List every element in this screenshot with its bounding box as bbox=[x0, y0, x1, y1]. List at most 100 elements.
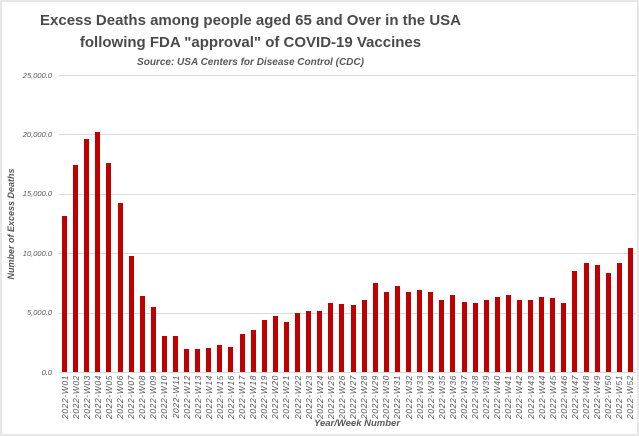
x-axis-tick-label: 2022-W45 bbox=[547, 375, 558, 420]
bar-2022-W27 bbox=[350, 305, 356, 372]
x-axis-tick-label: 2022-W48 bbox=[581, 375, 592, 420]
bar-2022-W14 bbox=[206, 348, 212, 372]
x-axis-tick-label: 2022-W12 bbox=[181, 375, 192, 420]
bar-2022-W16 bbox=[228, 347, 234, 372]
x-axis-tick-label: 2022-W03 bbox=[81, 375, 92, 420]
x-axis-tick-label: 2022-W26 bbox=[336, 375, 347, 420]
x-axis-tick-label: 2022-W21 bbox=[281, 375, 292, 420]
x-axis-tick-label: 2022-W30 bbox=[381, 375, 392, 420]
bar-2022-W18 bbox=[250, 330, 256, 372]
x-axis-tick-label: 2022-W02 bbox=[70, 375, 81, 420]
x-axis-tick-label: 2022-W38 bbox=[470, 375, 481, 420]
bar-2022-W46 bbox=[561, 303, 567, 372]
bar-2022-W02 bbox=[73, 165, 79, 372]
x-axis-tick-label: 2022-W46 bbox=[558, 375, 569, 420]
x-axis-title: Year/Week Number bbox=[313, 418, 401, 429]
bar-2022-W40 bbox=[494, 297, 500, 372]
x-axis-tick-label: 2022-W50 bbox=[603, 375, 614, 420]
x-axis-tick-label: 2022-W22 bbox=[292, 375, 303, 420]
bar-2022-W30 bbox=[383, 292, 389, 372]
bar-2022-W03 bbox=[84, 139, 90, 372]
x-axis-tick-label: 2022-W32 bbox=[403, 375, 414, 420]
bar-2022-W38 bbox=[472, 303, 478, 372]
x-axis-tick-label: 2022-W29 bbox=[370, 375, 381, 420]
bar-2022-W22 bbox=[295, 312, 301, 372]
bar-2022-W42 bbox=[516, 299, 522, 372]
bar-2022-W35 bbox=[439, 299, 445, 372]
bar-2022-W32 bbox=[406, 292, 412, 372]
x-axis-tick-label: 2022-W35 bbox=[436, 375, 447, 420]
gridline-25000 bbox=[59, 75, 636, 76]
x-axis-tick-label: 2022-W36 bbox=[447, 375, 458, 420]
x-axis-tick-label: 2022-W42 bbox=[514, 375, 525, 420]
chart-title-block: Excess Deaths among people aged 65 and O… bbox=[2, 10, 499, 68]
x-axis-tick-label: 2022-W47 bbox=[569, 375, 580, 420]
x-axis-tick-label: 2022-W24 bbox=[314, 375, 325, 420]
bar-2022-W52 bbox=[627, 248, 633, 372]
x-axis-tick-label: 2022-W51 bbox=[614, 375, 625, 420]
x-axis-tick-label: 2022-W49 bbox=[592, 375, 603, 420]
x-axis-tick-label: 2022-W44 bbox=[536, 375, 547, 420]
bar-2022-W10 bbox=[161, 336, 167, 372]
x-axis-tick-label: 2022-W09 bbox=[148, 375, 159, 420]
bar-2022-W33 bbox=[417, 290, 423, 372]
bar-2022-W17 bbox=[239, 333, 245, 372]
x-axis-tick-label: 2022-W15 bbox=[214, 375, 225, 420]
x-axis-tick-label: 2022-W34 bbox=[425, 375, 436, 420]
bar-2022-W05 bbox=[106, 162, 112, 372]
bar-2022-W37 bbox=[461, 301, 467, 372]
gridline-0 bbox=[59, 372, 636, 373]
bar-2022-W19 bbox=[261, 319, 267, 372]
y-axis-tick-label: 20,000.0 bbox=[22, 129, 52, 139]
x-axis-tick-label: 2022-W18 bbox=[248, 375, 259, 420]
x-axis-tick-label: 2022-W40 bbox=[492, 375, 503, 420]
x-axis-tick-label: 2022-W33 bbox=[414, 375, 425, 420]
bar-2022-W47 bbox=[572, 271, 578, 372]
x-axis-tick-label: 2022-W13 bbox=[192, 375, 203, 420]
bar-2022-W48 bbox=[583, 262, 589, 372]
bar-2022-W51 bbox=[616, 262, 622, 372]
y-axis-tick-label: 5,000.0 bbox=[26, 308, 52, 318]
y-axis-tick-label: 10,000.0 bbox=[22, 248, 52, 258]
bar-2022-W25 bbox=[328, 303, 334, 372]
plot-area bbox=[59, 75, 636, 373]
bar-2022-W24 bbox=[317, 311, 323, 372]
bar-2022-W23 bbox=[306, 311, 312, 372]
bar-2022-W45 bbox=[550, 298, 556, 372]
x-axis-tick-label: 2022-W14 bbox=[203, 375, 214, 420]
bar-2022-W08 bbox=[139, 295, 145, 372]
gridline-15000 bbox=[59, 193, 636, 195]
chart-title-line1: Excess Deaths among people aged 65 and O… bbox=[40, 12, 461, 29]
x-axis-tick-label: 2022-W05 bbox=[103, 375, 114, 420]
bar-2022-W44 bbox=[539, 297, 545, 372]
x-axis-tick-label: 2022-W41 bbox=[503, 375, 514, 420]
y-axis-tick-label: 25,000.0 bbox=[22, 70, 52, 80]
y-axis-tick-label: 15,000.0 bbox=[22, 189, 52, 199]
bar-2022-W41 bbox=[505, 294, 511, 372]
x-axis-tick-label: 2022-W37 bbox=[459, 375, 469, 420]
gridline-20000 bbox=[59, 134, 636, 136]
bar-2022-W06 bbox=[117, 203, 123, 372]
x-axis-tick-label: 2022-W07 bbox=[126, 375, 137, 420]
bar-2022-W43 bbox=[528, 299, 534, 372]
x-axis-tick-label: 2022-W39 bbox=[481, 375, 492, 420]
x-axis-tick-label: 2022-W31 bbox=[392, 375, 403, 420]
bar-2022-W20 bbox=[272, 316, 278, 372]
chart-subtitle: Source: USA Centers for Disease Control … bbox=[137, 57, 364, 68]
x-axis-tick-label: 2022-W11 bbox=[170, 375, 181, 419]
x-axis-tick-label: 2022-W25 bbox=[325, 375, 336, 420]
bar-2022-W21 bbox=[283, 322, 289, 372]
x-axis-tick-label: 2022-W06 bbox=[115, 375, 126, 420]
x-axis-tick-label: 2022-W01 bbox=[59, 375, 70, 420]
bar-2022-W39 bbox=[483, 299, 489, 372]
bar-2022-W29 bbox=[372, 282, 378, 372]
x-axis-tick-label: 2022-W19 bbox=[259, 375, 270, 420]
y-axis-tick-label: 0.0 bbox=[41, 367, 52, 377]
bar-2022-W09 bbox=[150, 306, 156, 372]
bar-2022-W01 bbox=[62, 216, 68, 372]
bar-2022-W07 bbox=[128, 255, 134, 372]
bar-2022-W36 bbox=[450, 294, 456, 372]
x-axis-tick-label: 2022-W16 bbox=[225, 375, 236, 420]
x-axis-tick-label: 2022-W28 bbox=[359, 375, 370, 420]
